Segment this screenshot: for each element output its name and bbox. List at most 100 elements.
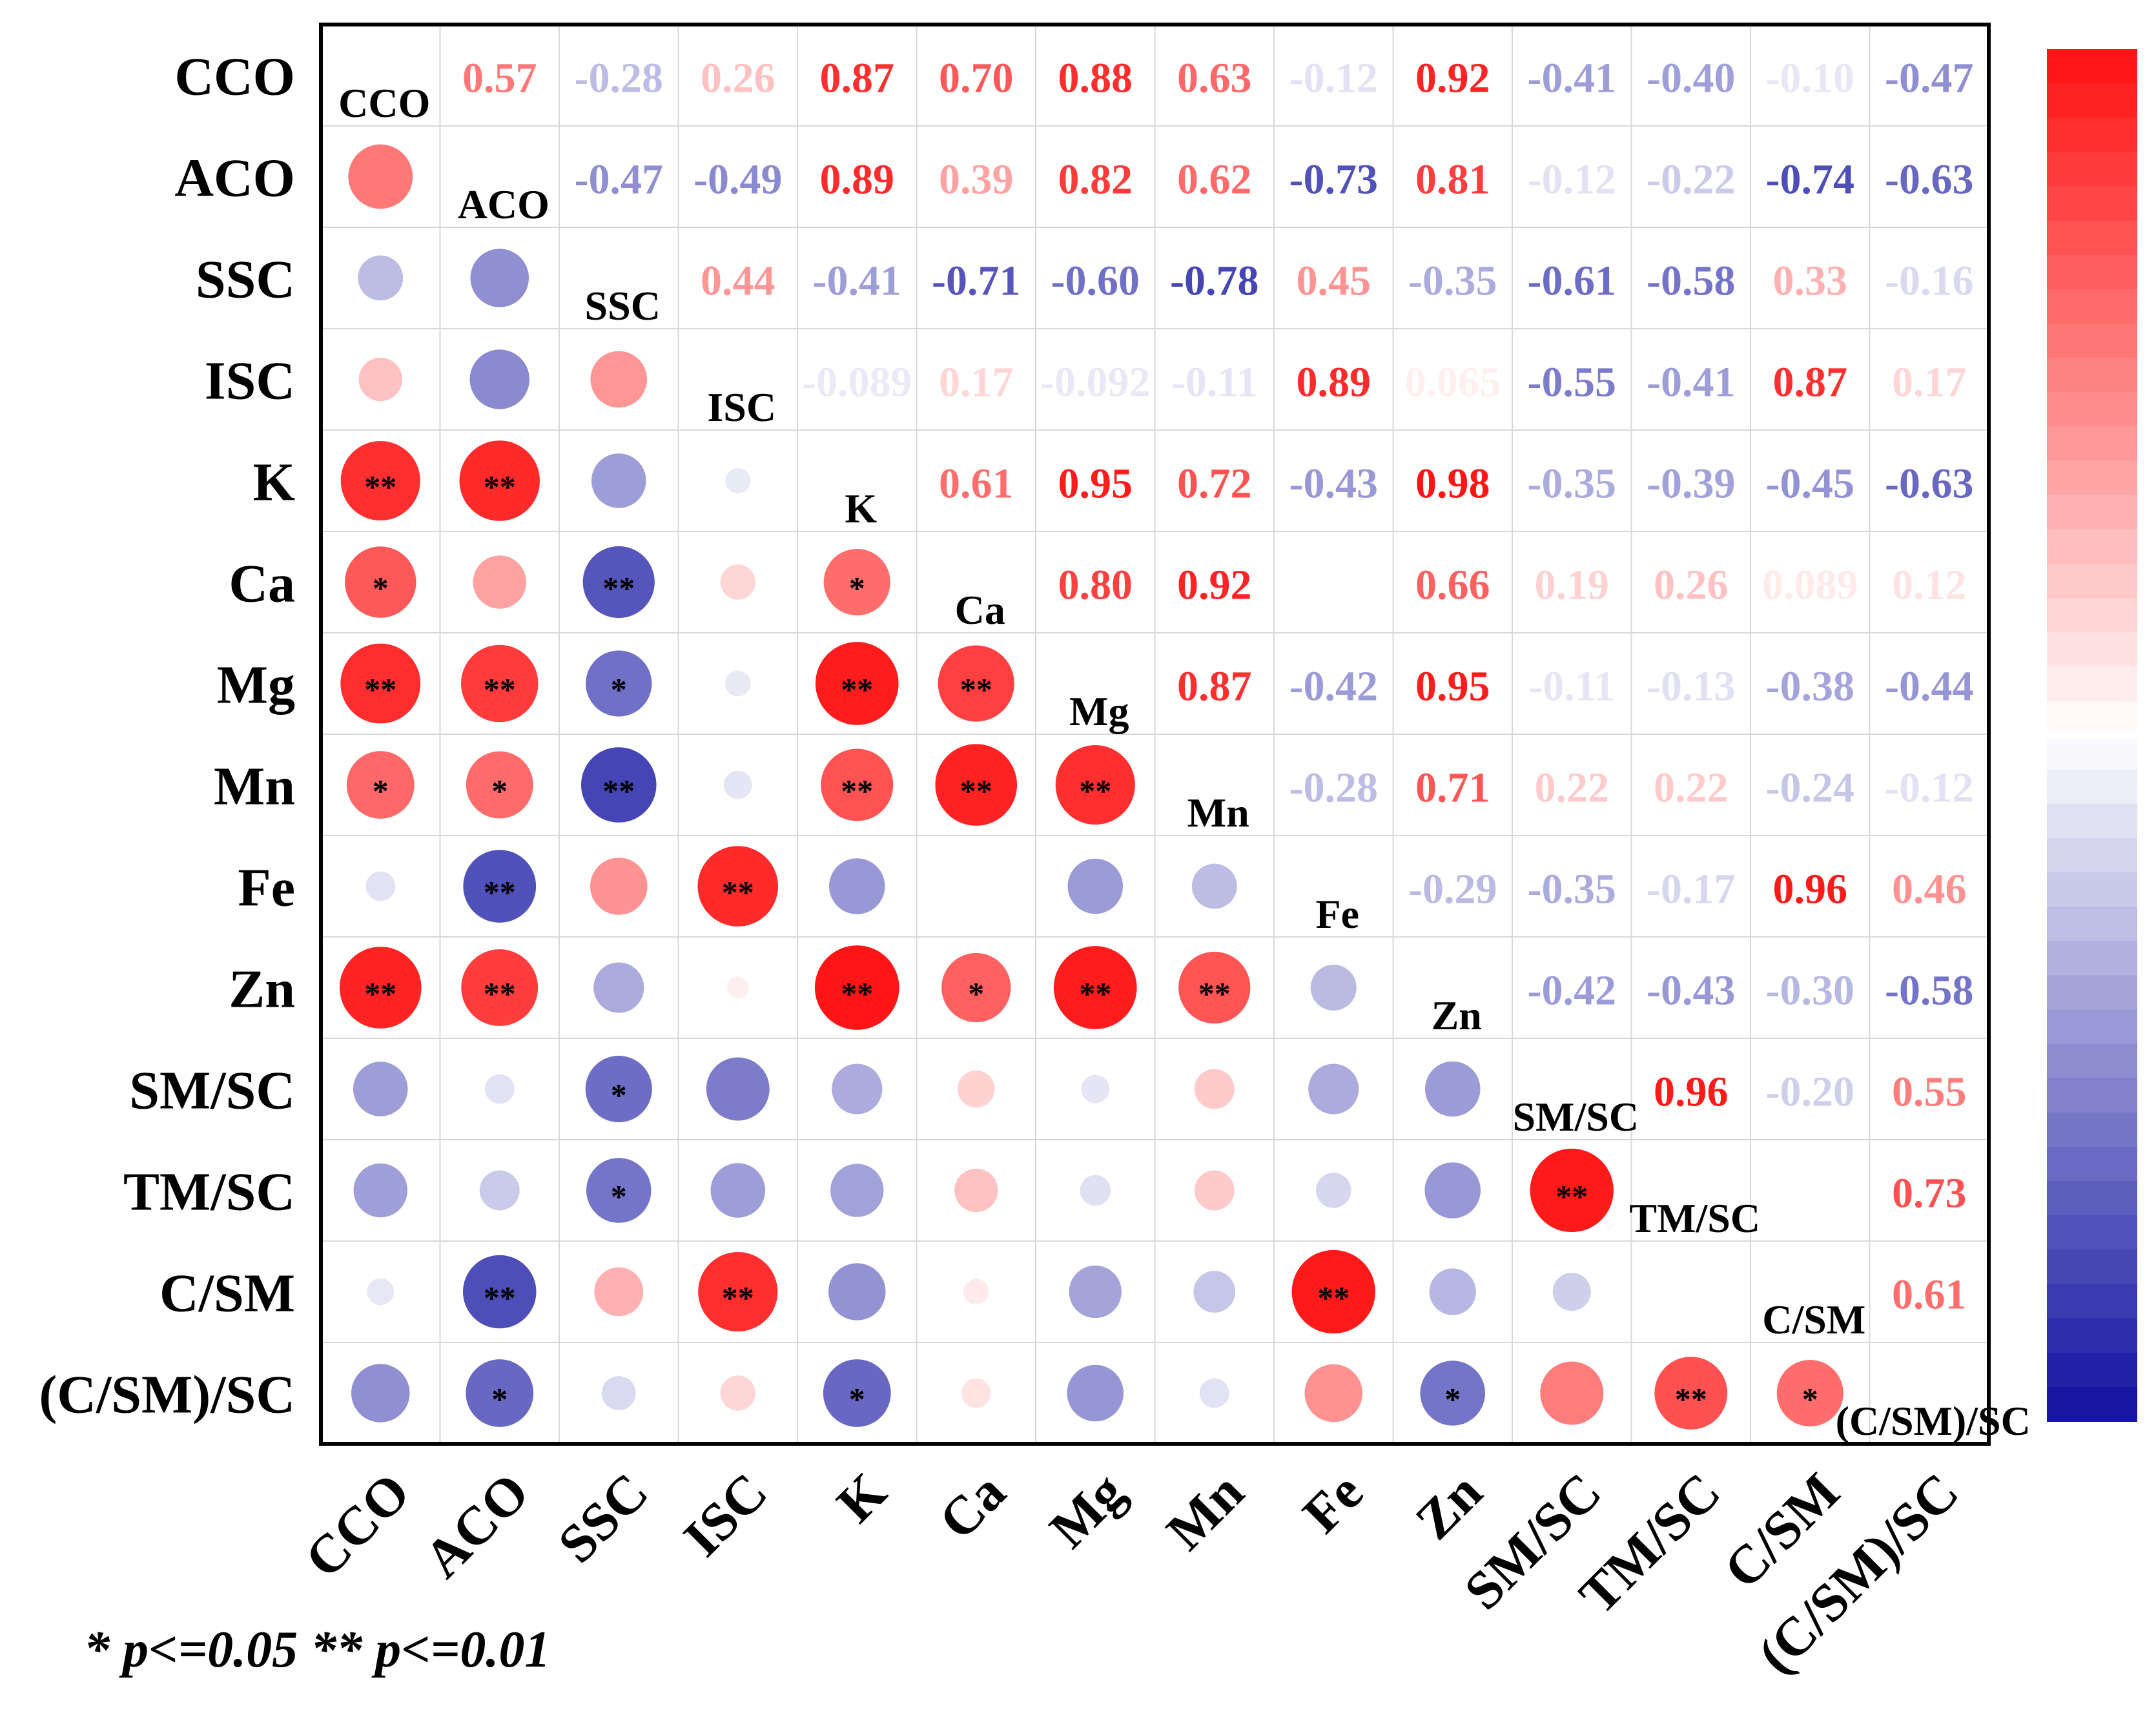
colorbar-segment	[2047, 1284, 2137, 1319]
column-label: ACO	[413, 1462, 540, 1590]
correlation-circle	[720, 1375, 755, 1411]
correlation-circle	[365, 871, 396, 901]
colorbar-segment	[2047, 837, 2137, 873]
diagonal-label: ISC	[707, 384, 776, 430]
significance-mark: **	[841, 976, 873, 1012]
cell-value: -0.42	[1528, 967, 1616, 1014]
correlation-circle	[1069, 1265, 1122, 1319]
correlation-circle	[353, 1062, 408, 1116]
cell-value: 0.61	[939, 460, 1014, 508]
row-label: (C/SM)/SC	[39, 1365, 295, 1425]
correlation-circle	[590, 858, 648, 915]
correlation-circle	[1310, 964, 1357, 1011]
cell-value: -0.28	[575, 55, 663, 102]
colorbar-segment	[2047, 666, 2137, 702]
correlation-circle	[586, 1158, 652, 1223]
colorbar-segment	[2047, 735, 2137, 770]
correlation-circle	[466, 1359, 534, 1427]
correlation-circle	[710, 1163, 766, 1218]
cell-value: 0.46	[1892, 866, 1967, 913]
cell-value: 0.17	[939, 359, 1014, 406]
cell-value: -0.12	[1885, 765, 1973, 812]
row-label: ACO	[174, 149, 295, 209]
correlation-circle	[461, 949, 539, 1026]
significance-mark: **	[364, 976, 396, 1012]
correlation-circle	[346, 751, 415, 819]
row-label: Mn	[214, 757, 295, 817]
correlation-circle	[1552, 1272, 1591, 1311]
correlation-circle	[590, 351, 648, 408]
cell-value: 0.87	[1773, 359, 1848, 406]
cell-value: -0.40	[1647, 55, 1735, 102]
correlation-circle	[961, 1378, 991, 1408]
correlation-circle	[351, 1364, 410, 1423]
cell-value: 0.95	[1058, 460, 1133, 508]
cell-value: 0.17	[1892, 359, 1967, 406]
cell-value: -0.35	[1408, 258, 1497, 305]
cell-value: -0.43	[1647, 967, 1735, 1014]
diagonal-label: (C/SM)/SC	[1836, 1398, 2031, 1444]
correlation-circle	[469, 349, 529, 409]
cell-value: 0.089	[1762, 562, 1858, 609]
correlation-circle	[1081, 1074, 1110, 1104]
colorbar-segment	[2047, 186, 2137, 221]
cell-value: 0.19	[1535, 562, 1610, 609]
correlation-circle	[963, 1279, 989, 1305]
correlation-circle	[367, 1278, 395, 1306]
row-label: Fe	[238, 858, 295, 918]
correlation-circle	[1178, 951, 1251, 1024]
cell-value: 0.70	[939, 55, 1014, 102]
cell-value: 0.66	[1415, 562, 1490, 609]
colorbar-segment	[2047, 907, 2137, 942]
colorbar-segment	[2047, 1043, 2137, 1079]
cell-value: 0.80	[1058, 562, 1133, 609]
significance-mark: **	[484, 469, 516, 505]
cell-value: -0.63	[1885, 460, 1973, 508]
row-label: Zn	[229, 960, 295, 1020]
correlation-circle	[1316, 1173, 1351, 1208]
cell-value: 0.87	[820, 55, 895, 102]
colorbar-segment	[2047, 632, 2137, 668]
correlation-circle	[586, 650, 652, 717]
correlation-circle	[723, 770, 752, 799]
correlation-circle	[941, 952, 1011, 1023]
diagonal-label: SM/SC	[1512, 1094, 1639, 1140]
correlation-circle	[1429, 1268, 1476, 1315]
correlation-circle	[724, 670, 751, 697]
colorbar-segment	[2047, 426, 2137, 462]
cell-value: 0.12	[1892, 562, 1967, 609]
cell-value: -0.60	[1051, 258, 1140, 305]
significance-mark: *	[849, 1381, 865, 1417]
diagonal-label: C/SM	[1762, 1297, 1865, 1342]
correlation-circle	[348, 144, 413, 209]
diagonal-label: CCO	[338, 80, 430, 126]
colorbar-segment	[2047, 152, 2137, 187]
significance-mark: **	[1675, 1381, 1707, 1417]
cell-value: -0.47	[1885, 55, 1973, 102]
significance-mark: **	[841, 672, 873, 708]
correlation-circle	[358, 357, 402, 402]
correlation-circle	[823, 548, 890, 616]
significance-mark: **	[364, 672, 396, 708]
significance-mark: **	[1079, 773, 1111, 809]
column-label: Zn	[1404, 1462, 1494, 1551]
cell-value: 0.39	[939, 156, 1014, 203]
colorbar-segment	[2047, 460, 2137, 496]
cell-value: -0.35	[1528, 460, 1616, 508]
cell-value: 0.63	[1177, 55, 1252, 102]
correlation-circle	[585, 1055, 652, 1123]
correlation-circle	[479, 1170, 520, 1211]
diagonal-label: SSC	[585, 283, 661, 329]
correlation-circle	[462, 1255, 537, 1329]
correlation-circle	[1540, 1361, 1604, 1425]
correlation-circle	[1067, 1364, 1124, 1422]
correlation-circle	[1199, 1378, 1229, 1408]
correlation-circle	[1067, 858, 1124, 914]
colorbar-segment	[2047, 495, 2137, 530]
colorbar-segment	[2047, 1078, 2137, 1113]
significance-mark: *	[491, 1381, 508, 1417]
colorbar-segment	[2047, 872, 2137, 908]
cell-value: 0.44	[701, 258, 775, 305]
correlation-circle	[1308, 1063, 1359, 1115]
